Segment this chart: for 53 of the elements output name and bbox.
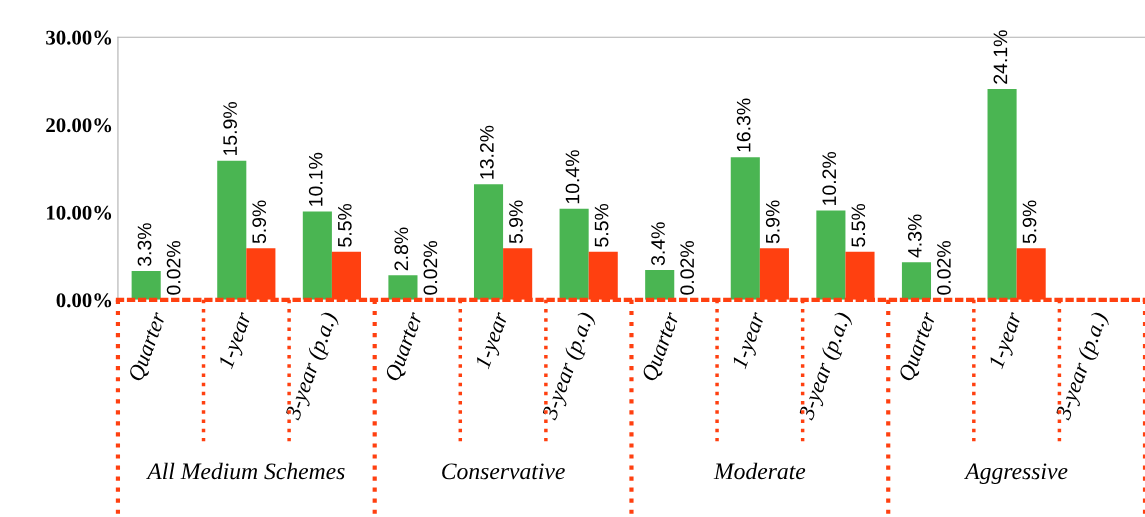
- y-tick-label: 30.00%: [46, 30, 112, 45]
- text: 3.4%: [651, 222, 665, 266]
- text: 10.1%: [308, 152, 323, 206]
- x-tick-label: 1-year: [474, 310, 513, 371]
- bar: [388, 275, 418, 300]
- text: Aggressive: [963, 463, 1068, 485]
- text: 0.02%: [937, 241, 951, 295]
- text: 2.8%: [394, 227, 409, 271]
- text: 16.3%: [736, 98, 751, 152]
- text: 10.2%: [822, 151, 837, 205]
- x-tick-label: 1-year: [731, 310, 770, 371]
- y-tick-label: 0.00%: [56, 293, 112, 308]
- text: 10.4%: [565, 150, 580, 204]
- text: 5.5%: [851, 203, 866, 247]
- text: 0.02%: [166, 241, 181, 295]
- bar: [131, 270, 161, 300]
- text: 3.3%: [137, 223, 152, 267]
- y-tick-label: 10.00%: [47, 205, 112, 220]
- text: 5.5%: [337, 203, 352, 247]
- text: 5.9%: [765, 200, 780, 244]
- text: 13.2%: [479, 125, 494, 179]
- bar: [645, 270, 675, 300]
- bar: [217, 160, 247, 300]
- x-tick-label: 3-year (p.a.): [1054, 310, 1112, 423]
- x-tick-label: 3-year (p.a.): [540, 310, 598, 423]
- x-tick-label: 3-year (p.a.): [284, 310, 342, 423]
- y-tick-label: 20.00%: [46, 118, 112, 133]
- bar: [816, 210, 846, 300]
- x-tick-label: Quarter: [384, 310, 426, 383]
- text: Moderate: [713, 462, 806, 480]
- bar: [559, 208, 589, 300]
- text: 0.02%: [680, 241, 695, 295]
- x-tick-label: 3-year (p.a.): [797, 310, 855, 423]
- text: 5.9%: [252, 200, 267, 244]
- text: 5.9%: [509, 200, 523, 244]
- x-tick-label: 1-year: [217, 310, 256, 371]
- text: All Medium Schemes: [146, 462, 345, 480]
- bar: [730, 157, 760, 300]
- x-tick-label: 1-year: [988, 310, 1027, 371]
- bar: [987, 88, 1017, 300]
- text: Conservative: [442, 463, 565, 480]
- bar: [473, 184, 504, 300]
- text: 4.3%: [907, 214, 922, 258]
- text: 24.1%: [993, 30, 1008, 84]
- x-tick-label: Quarter: [641, 310, 683, 383]
- text: 5.9%: [1022, 200, 1037, 244]
- x-tick-label: Quarter: [898, 310, 940, 383]
- text: 0.02%: [423, 241, 438, 295]
- bar: [901, 262, 932, 300]
- x-tick-label: Quarter: [127, 310, 170, 383]
- text: 5.5%: [594, 203, 609, 247]
- text: 15.9%: [223, 102, 237, 156]
- bar: [302, 211, 332, 300]
